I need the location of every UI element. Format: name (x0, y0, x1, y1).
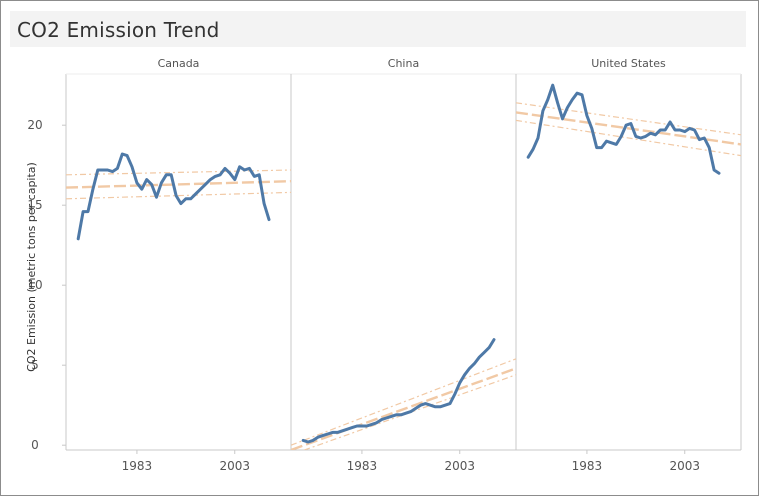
trend-line (66, 180, 291, 189)
series-line-united-states (526, 83, 721, 175)
trend-band-lower (302, 374, 516, 450)
x-tick-label: 2003 (219, 459, 250, 473)
chart-title: CO2 Emission Trend (17, 18, 220, 42)
y-tick-label: 20 (27, 118, 42, 132)
trend-band-upper (516, 102, 741, 136)
panel-header: United States (591, 57, 666, 70)
x-tick-label: 2003 (444, 459, 475, 473)
panel-header: China (388, 57, 419, 70)
x-tick-label: 2003 (669, 459, 700, 473)
y-axis-title: CO2 Emission (metric tons per capita) (25, 162, 38, 372)
title-bar: CO2 Emission Trend (10, 11, 746, 47)
trend-band-lower (66, 191, 291, 200)
y-tick-label: 0 (31, 438, 39, 452)
trend-band-upper (66, 169, 291, 176)
trend-band-lower (516, 119, 741, 157)
panel-header: Canada (158, 57, 200, 70)
series-line-canada (76, 152, 271, 241)
series-line-china (301, 338, 496, 444)
x-tick-label: 1983 (122, 459, 153, 473)
y-tick-label: 5 (31, 358, 39, 372)
trend-band-upper (291, 358, 516, 446)
trend-line (291, 367, 516, 450)
x-tick-label: 1983 (347, 459, 378, 473)
trend-line (516, 111, 741, 146)
y-tick-label: 10 (27, 278, 42, 292)
x-tick-label: 1983 (572, 459, 603, 473)
y-tick-label: 15 (27, 198, 42, 212)
